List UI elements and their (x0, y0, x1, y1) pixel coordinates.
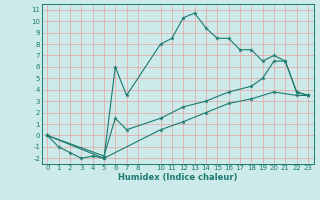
X-axis label: Humidex (Indice chaleur): Humidex (Indice chaleur) (118, 173, 237, 182)
